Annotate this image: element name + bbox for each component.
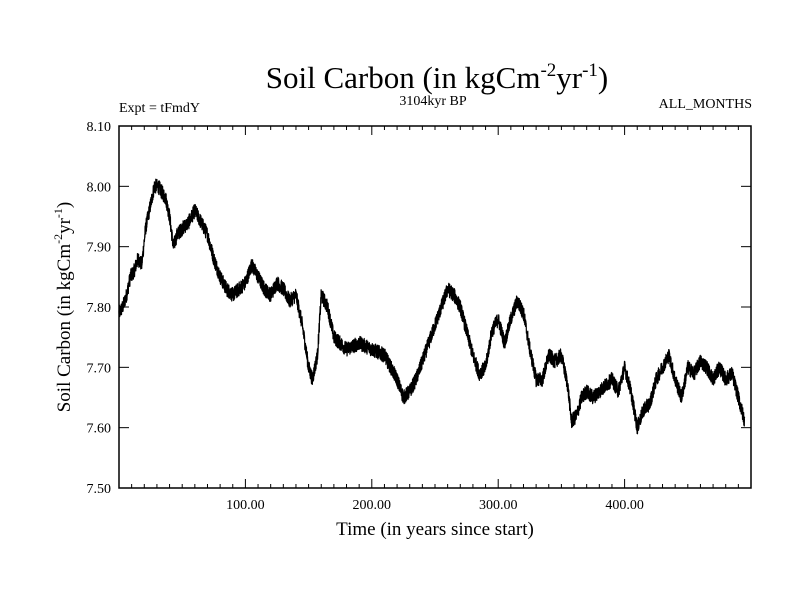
y-tick-label: 8.10 [87,120,112,135]
y-tick-label: 7.80 [87,301,112,316]
x-axis-title: Time (in years since start) [336,519,534,540]
plot-area [118,178,746,435]
subtitle-experiment: Expt = tFmdY [119,101,200,116]
y-tick-label: 7.60 [87,422,112,437]
subtitle-months: ALL_MONTHS [659,97,752,112]
y-tick-label: 7.70 [87,361,112,376]
x-tick-label: 300.00 [479,498,518,513]
chart-title: Soil Carbon (in kgCm-2yr-1) [266,60,609,95]
y-tick-label: 7.50 [87,482,112,497]
axis-ticks: 7.50 7.60 7.70 7.80 7.90 8.00 8.10 100.00 200.00… [87,120,751,513]
x-tick-label: 200.00 [353,498,392,513]
subtitle-period: 3104kyr BP [399,94,467,109]
y-tick-label: 7.90 [87,241,112,256]
series-line-soil-carbon [118,178,746,435]
y-axis-title: Soil Carbon (in kgCm-2yr-1) [51,202,75,413]
x-tick-label: 400.00 [605,498,644,513]
x-tick-label: 100.00 [226,498,265,513]
y-tick-label: 8.00 [87,180,112,195]
plot-frame [118,125,752,489]
